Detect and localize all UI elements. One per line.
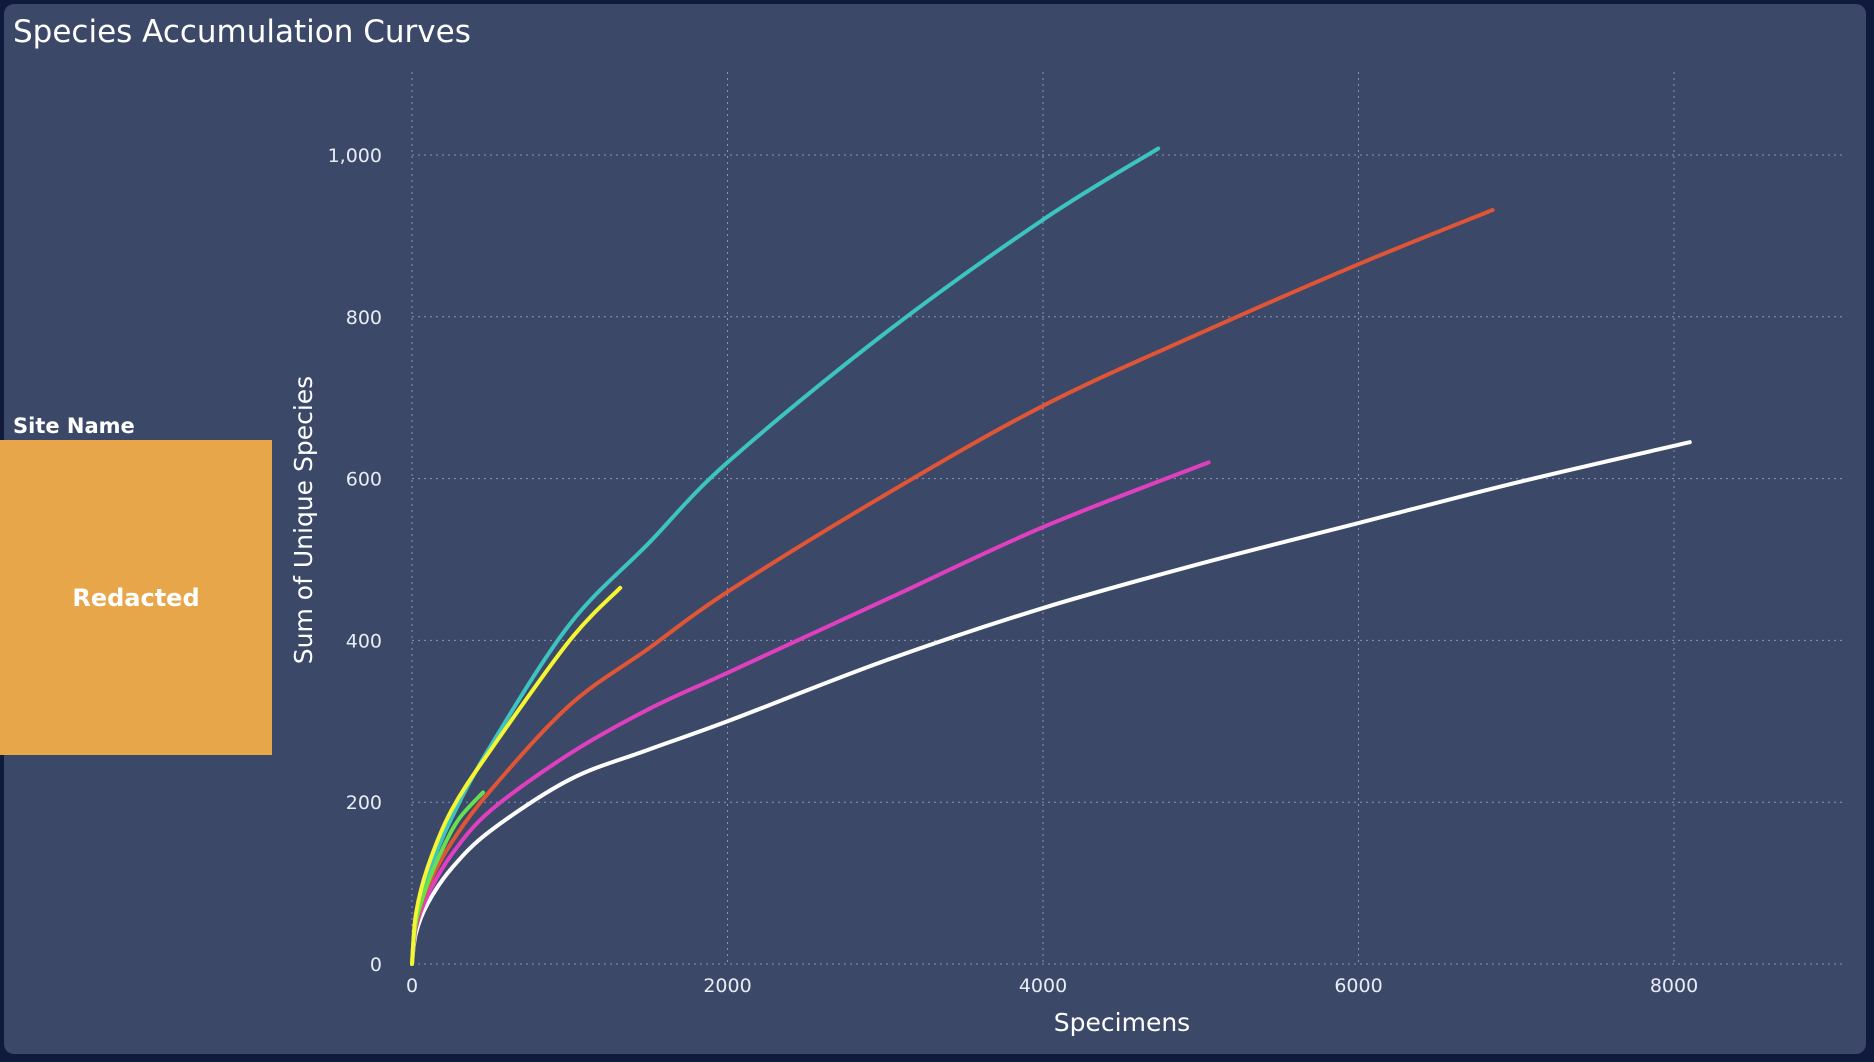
grid-lines — [411, 72, 1846, 965]
y-tick-labels: 0 200 400 600 800 1,000 — [328, 145, 382, 976]
series-line-1[interactable] — [410, 440, 1692, 966]
x-tick-label: 0 — [406, 975, 418, 997]
series-line-2[interactable] — [410, 460, 1211, 966]
x-tick-label: 8000 — [1650, 975, 1698, 997]
chart-panel — [4, 4, 1866, 1054]
site-name-slicer-tile[interactable]: Redacted — [0, 440, 272, 755]
site-name-label: Site Name — [13, 414, 135, 438]
y-tick-label: 400 — [346, 630, 382, 652]
x-axis-title: Specimens — [1054, 1008, 1190, 1037]
y-tick-label: 800 — [346, 307, 382, 329]
x-tick-labels: 0 2000 4000 6000 8000 — [406, 975, 1698, 997]
x-tick-label: 6000 — [1334, 975, 1382, 997]
site-name-value: Redacted — [72, 583, 200, 612]
x-tick-label: 4000 — [1019, 975, 1067, 997]
y-tick-label: 200 — [346, 792, 382, 814]
series-line-6[interactable] — [410, 585, 623, 966]
page-title: Species Accumulation Curves — [13, 14, 471, 50]
y-tick-label: 600 — [346, 469, 382, 491]
y-tick-label: 1,000 — [328, 145, 382, 167]
series-lines — [410, 146, 1692, 966]
series-line-3[interactable] — [410, 208, 1495, 966]
y-axis-title: Sum of Unique Species — [289, 376, 318, 664]
y-tick-label: 0 — [370, 954, 382, 976]
x-tick-label: 2000 — [703, 975, 751, 997]
series-line-4[interactable] — [410, 146, 1161, 966]
